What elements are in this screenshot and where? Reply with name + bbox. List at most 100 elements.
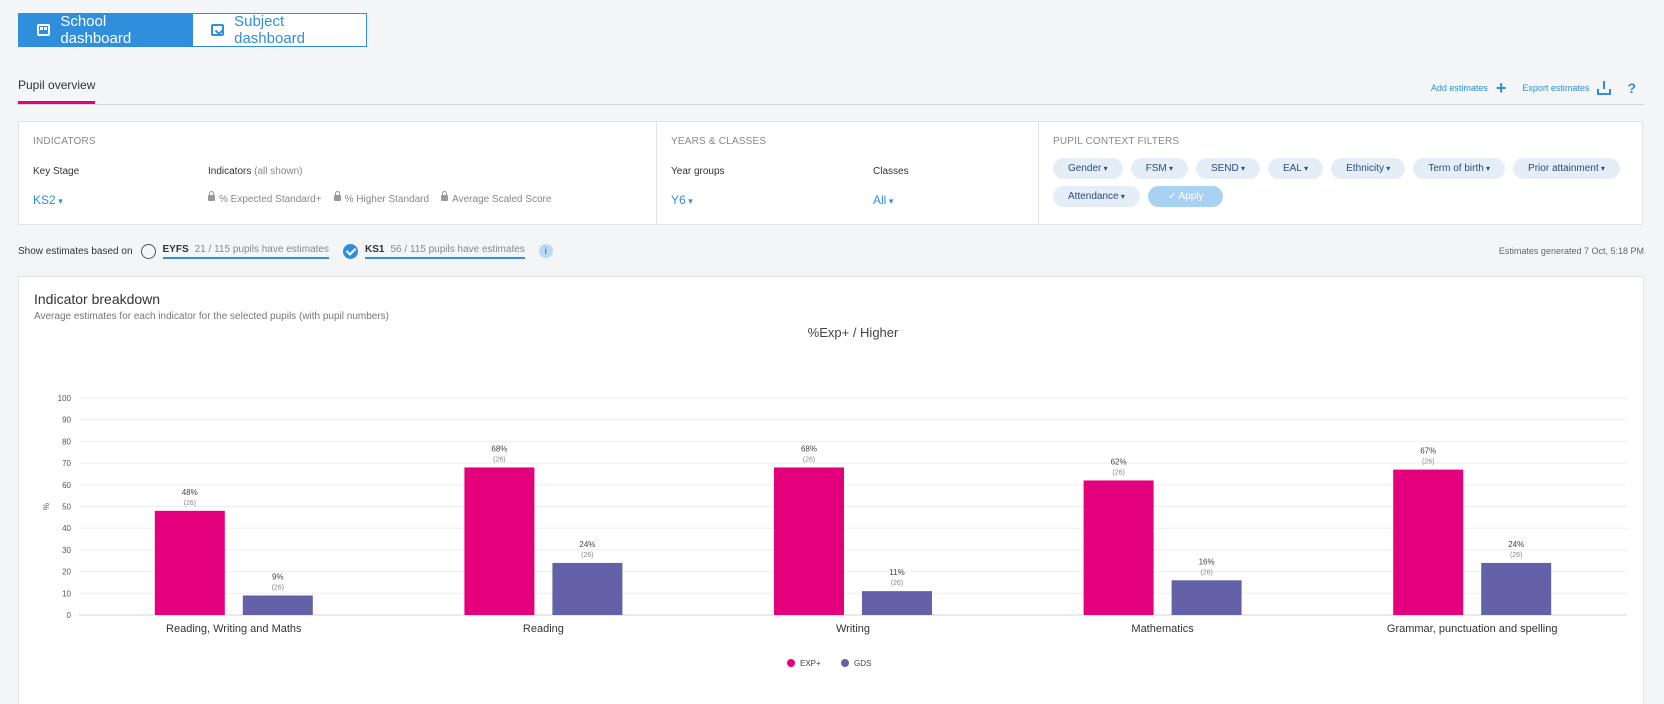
tab-pupil-overview[interactable]: Pupil overview [18,78,96,104]
apply-label: Apply [1178,191,1204,202]
years-classes-section: YEARS & CLASSES Year groups Y6 Classes A… [657,122,1039,224]
bar-exp [1393,469,1464,615]
data-count-label: (26) [272,584,284,591]
bar-exp [154,510,225,615]
y-tick-label: 70 [62,459,71,468]
subnav-actions: Add estimates + Export estimates ? [1430,78,1636,98]
filter-eal[interactable]: EAL [1268,158,1324,179]
info-icon[interactable]: i [538,244,553,258]
data-label: 68% [491,444,507,453]
section-title: INDICATORS [33,136,96,147]
eyfs-radio[interactable] [140,243,156,259]
data-count-label: (26) [1510,552,1522,559]
data-label: 68% [801,444,817,453]
context-filter-pills: Gender FSM SEND EAL Ethnicity Term of bi… [1053,158,1628,207]
x-tick-label: Grammar, punctuation and spelling [1387,623,1558,635]
card-subtitle: Average estimates for each indicator for… [34,311,389,322]
y-tick-label: 20 [62,568,71,577]
indicator-item: % Expected Standard+ [208,191,322,205]
y-tick-label: 30 [62,546,71,555]
ks1-option[interactable]: KS1 56 / 115 pupils have estimates [364,243,525,259]
plus-icon[interactable]: + [1495,78,1507,98]
filter-attendance[interactable]: Attendance [1053,186,1140,207]
data-label: 24% [1508,540,1524,549]
lock-icon [441,191,449,201]
check-icon: ✓ [1167,191,1179,202]
data-label: 67% [1420,447,1436,456]
x-tick-label: Writing [836,623,870,635]
bar-exp [1083,480,1154,615]
indicator-item: Average Scaled Score [441,191,551,205]
export-estimates-link[interactable]: Export estimates [1522,83,1590,93]
data-count-label: (26) [581,552,593,559]
bar-gds [1481,562,1552,615]
y-tick-label: 10 [62,589,71,598]
data-count-label: (26) [1112,469,1124,476]
tab-subject-dashboard[interactable]: Subject dashboard [192,13,367,47]
x-tick-label: Mathematics [1131,623,1194,635]
filter-gender[interactable]: Gender [1053,158,1123,179]
ks1-checkbox[interactable] [342,243,358,259]
key-stage-label: Key Stage [33,166,80,177]
classes-label: Classes [873,166,909,177]
indicator-bar-chart: %Exp+ / Higher 0 10 20 30 40 50 60 70 80 90 100% 48%… [42,325,1627,668]
data-count-label: (26) [1422,459,1434,466]
lock-icon [208,191,215,201]
estimates-label: Show estimates based on [18,245,133,257]
x-tick-label: Reading, Writing and Maths [166,623,302,635]
x-tick-label: Reading [523,623,564,635]
dashboard-tabs: School dashboard Subject dashboard [18,13,367,47]
eyfs-name: EYFS [162,243,189,255]
key-stage-dropdown[interactable]: KS2 [33,193,63,207]
filter-ethnicity[interactable]: Ethnicity [1331,158,1406,179]
tab-label: Subject dashboard [234,13,306,47]
data-count-label: (26) [184,500,196,507]
bar-gds [242,595,313,615]
estimates-row: Show estimates based on EYFS 21 / 115 pup… [18,241,1644,261]
tab-school-dashboard[interactable]: School dashboard [18,13,192,47]
data-count-label: (26) [493,456,505,463]
legend-marker [787,659,795,667]
filter-prior-attainment[interactable]: Prior attainment [1513,158,1620,179]
filter-term-of-birth[interactable]: Term of birth [1413,158,1506,179]
y-axis-label: % [42,503,51,510]
ks1-note: 56 / 115 pupils have estimates [390,243,525,255]
y-tick-label: 90 [62,416,71,425]
data-label: 9% [272,572,284,581]
classes-dropdown[interactable]: All [873,193,893,207]
apply-button[interactable]: ✓ Apply [1147,186,1224,207]
indicators-label: Indicators (all shown) [208,166,303,177]
indicator-item: % Higher Standard [333,191,430,205]
chart-title: %Exp+ / Higher [808,325,899,340]
download-icon[interactable] [1597,81,1612,95]
y-tick-label: 80 [62,437,71,446]
year-groups-dropdown[interactable]: Y6 [671,193,693,207]
lock-icon [333,191,341,201]
y-tick-label: 50 [62,503,71,512]
filter-send[interactable]: SEND [1195,158,1261,179]
indicator-item-label: % Expected Standard+ [219,194,322,205]
indicators-section: INDICATORS Key Stage KS2 Indicators (all… [19,122,657,224]
legend-label: EXP+ [800,659,821,668]
data-label: 11% [889,568,904,577]
tab-label: School dashboard [60,13,132,47]
data-label: 24% [579,540,595,549]
add-estimates-link[interactable]: Add estimates [1430,83,1488,93]
bar-gds [552,562,623,615]
eyfs-option[interactable]: EYFS 21 / 115 pupils have estimates [162,243,329,259]
dashboard-icon [37,24,51,36]
card-title: Indicator breakdown [34,291,161,307]
bar-gds [862,591,932,615]
data-label: 62% [1111,457,1127,466]
filter-fsm[interactable]: FSM [1130,158,1188,179]
help-icon[interactable]: ? [1627,80,1636,96]
data-count-label: (26) [891,580,903,587]
section-title: PUPIL CONTEXT FILTERS [1053,136,1180,147]
indicators-note: (all shown) [254,166,303,177]
y-tick-label: 100 [58,394,72,403]
estimates-generated: Estimates generated 7 Oct, 5:18 PM [1498,246,1644,256]
indicator-breakdown-card: Indicator breakdown Average estimates fo… [18,276,1644,704]
subnav: Pupil overview Add estimates + Export es… [18,72,1644,105]
indicator-item-label: % Higher Standard [344,194,430,205]
section-title: YEARS & CLASSES [671,136,767,147]
